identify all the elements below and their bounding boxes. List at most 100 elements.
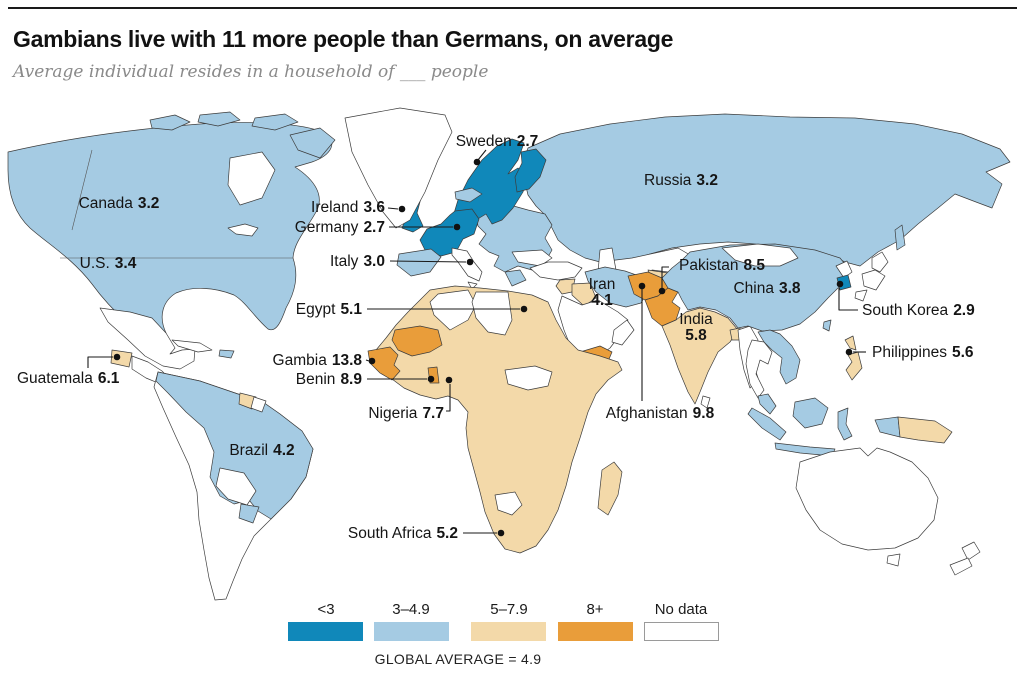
top-rule bbox=[8, 7, 1017, 9]
region-scandinavia bbox=[451, 138, 529, 225]
country-label-philippines: Philippines 5.6 bbox=[872, 344, 974, 361]
region-botswana bbox=[494, 491, 523, 516]
world-map bbox=[0, 105, 1025, 605]
country-label-ireland: Ireland 3.6 bbox=[311, 199, 385, 216]
line-gambia bbox=[365, 359, 370, 362]
dot-guatemala bbox=[113, 353, 121, 361]
callout-dots bbox=[113, 158, 853, 537]
region-levant bbox=[555, 278, 576, 295]
region-canada-us bbox=[7, 122, 333, 346]
region-western-europe bbox=[419, 208, 480, 257]
line-pakistan bbox=[661, 266, 669, 288]
region-japan-kyushu bbox=[854, 289, 868, 302]
region-japan-honshu bbox=[861, 269, 886, 291]
legend-swatch-bin1 bbox=[288, 622, 363, 641]
region-new-zealand-south bbox=[949, 557, 973, 576]
region-algeria bbox=[429, 289, 477, 331]
dot-gambia bbox=[368, 357, 376, 365]
region-india bbox=[661, 307, 739, 405]
region-south-america-north bbox=[155, 371, 314, 520]
country-label-us: U.S. 3.4 bbox=[79, 255, 137, 272]
region-cuba bbox=[171, 339, 213, 353]
country-label-afghanistan: Afghanistan 9.8 bbox=[605, 405, 715, 422]
region-libya bbox=[471, 291, 513, 336]
region-sri-lanka bbox=[700, 395, 711, 409]
line-guatemala bbox=[87, 356, 113, 368]
region-greece bbox=[504, 269, 527, 287]
region-borneo bbox=[792, 397, 829, 429]
region-philippines-north bbox=[844, 335, 857, 351]
region-west-papua bbox=[874, 416, 901, 438]
region-sulawesi bbox=[837, 407, 853, 441]
region-finland bbox=[514, 148, 547, 193]
region-iceland bbox=[454, 187, 483, 203]
country-label-south-korea: South Korea 2.9 bbox=[862, 302, 975, 319]
region-iraq bbox=[571, 282, 597, 307]
region-italy bbox=[451, 247, 483, 282]
arctic-island-1 bbox=[149, 114, 191, 131]
region-suriname bbox=[250, 396, 267, 413]
region-china bbox=[661, 243, 851, 332]
world-map-svg bbox=[7, 107, 1011, 601]
dot-egypt bbox=[520, 305, 528, 313]
line-south-korea bbox=[838, 288, 858, 311]
region-hispaniola bbox=[218, 349, 235, 359]
region-taiwan bbox=[822, 319, 832, 332]
region-madagascar bbox=[597, 461, 623, 516]
country-label-germany: Germany 2.7 bbox=[294, 219, 385, 236]
region-turkey bbox=[529, 261, 583, 281]
legend-swatch-nodata bbox=[644, 622, 719, 641]
dot-nigeria bbox=[445, 376, 453, 384]
region-baffin bbox=[289, 127, 336, 159]
country-label-china: China 3.8 bbox=[733, 280, 801, 297]
region-senegal-gambia-guinea bbox=[367, 346, 401, 381]
region-paraguay bbox=[238, 503, 260, 524]
country-label-egypt: Egypt 5.1 bbox=[295, 301, 362, 318]
country-label-benin: Benin 8.9 bbox=[295, 371, 362, 388]
line-italy bbox=[389, 260, 467, 263]
region-sakhalin bbox=[894, 224, 906, 251]
dot-afghanistan bbox=[638, 282, 646, 290]
region-mali bbox=[391, 325, 443, 357]
country-label-nigeria: Nigeria 7.7 bbox=[368, 405, 444, 422]
country-label-iran: Iran 4.1 bbox=[588, 276, 616, 309]
region-oman bbox=[611, 319, 635, 346]
border-alaska bbox=[71, 149, 93, 231]
country-label-russia: Russia 3.2 bbox=[644, 172, 718, 189]
region-australia bbox=[795, 447, 939, 551]
page-title: Gambians live with 11 more people than G… bbox=[13, 26, 674, 52]
region-papua-new-guinea bbox=[897, 416, 953, 444]
region-japan-hokkaido bbox=[871, 251, 889, 273]
dot-south-korea bbox=[836, 280, 844, 288]
page-subtitle: Average individual resides in a househol… bbox=[13, 62, 489, 82]
arctic-island-2 bbox=[197, 111, 241, 127]
dot-italy bbox=[466, 258, 474, 266]
arctic-island-3 bbox=[251, 113, 299, 131]
country-label-brazil: Brazil 4.2 bbox=[229, 442, 295, 459]
country-label-sweden: Sweden 2.7 bbox=[455, 133, 539, 150]
country-label-south-africa: South Africa 5.2 bbox=[347, 525, 458, 542]
region-iberia bbox=[396, 248, 442, 277]
line-nigeria bbox=[446, 384, 451, 412]
region-malaysia bbox=[757, 393, 777, 415]
region-philippines-south bbox=[845, 351, 863, 381]
region-sumatra bbox=[747, 407, 787, 441]
region-new-zealand-north bbox=[961, 541, 981, 561]
country-label-guatemala: Guatemala 6.1 bbox=[17, 370, 120, 387]
callout-lines bbox=[87, 149, 866, 534]
dot-germany bbox=[453, 223, 461, 231]
region-car-south-sudan bbox=[504, 365, 553, 391]
legend-swatch-bin2 bbox=[374, 622, 449, 641]
dot-philippines bbox=[845, 348, 853, 356]
region-indochina bbox=[757, 329, 801, 385]
dot-ireland bbox=[398, 205, 406, 213]
line-ireland bbox=[387, 207, 399, 210]
great-lakes bbox=[227, 223, 259, 237]
region-mongolia bbox=[721, 243, 799, 267]
region-thailand bbox=[745, 339, 773, 399]
hudson-bay bbox=[227, 151, 276, 206]
dot-sweden bbox=[473, 158, 481, 166]
dot-south-africa bbox=[497, 529, 505, 537]
country-label-india: India 5.8 bbox=[679, 311, 713, 344]
